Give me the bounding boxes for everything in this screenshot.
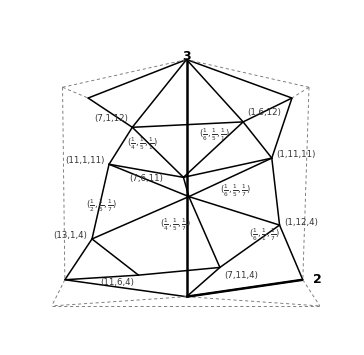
Text: $(\frac{1}{6}, \frac{1}{5}, \frac{1}{7})$: $(\frac{1}{6}, \frac{1}{5}, \frac{1}{7})…	[220, 182, 251, 199]
Text: (7,6,11): (7,6,11)	[130, 174, 163, 182]
Text: (1,6,12): (1,6,12)	[247, 108, 281, 117]
Text: $(\frac{1}{6}, \frac{1}{1}, \frac{1}{7})$: $(\frac{1}{6}, \frac{1}{1}, \frac{1}{7})…	[249, 227, 280, 243]
Text: $(\frac{1}{2}, \frac{1}{5}, \frac{1}{7})$: $(\frac{1}{2}, \frac{1}{5}, \frac{1}{7})…	[86, 198, 116, 214]
Text: (1,11,11): (1,11,11)	[276, 150, 316, 159]
Text: $(\frac{1}{4}, \frac{1}{5}, \frac{1}{1})$: $(\frac{1}{4}, \frac{1}{5}, \frac{1}{1})…	[127, 136, 158, 152]
Text: (7,11,4): (7,11,4)	[224, 271, 258, 279]
Text: (11,6,4): (11,6,4)	[100, 278, 134, 287]
Text: (1,12,4): (1,12,4)	[284, 218, 318, 226]
Text: 3: 3	[182, 50, 191, 63]
Text: 2: 2	[313, 273, 322, 286]
Text: $(\frac{1}{4}, \frac{1}{5}, \frac{1}{7})$: $(\frac{1}{4}, \frac{1}{5}, \frac{1}{7})…	[160, 216, 191, 233]
Text: (7,1,12): (7,1,12)	[95, 114, 128, 123]
Text: (13,1,4): (13,1,4)	[54, 231, 87, 240]
Text: $(\frac{1}{6}, \frac{1}{5}, \frac{1}{1})$: $(\frac{1}{6}, \frac{1}{5}, \frac{1}{1})…	[199, 127, 230, 143]
Text: (11,1,11): (11,1,11)	[65, 156, 104, 165]
